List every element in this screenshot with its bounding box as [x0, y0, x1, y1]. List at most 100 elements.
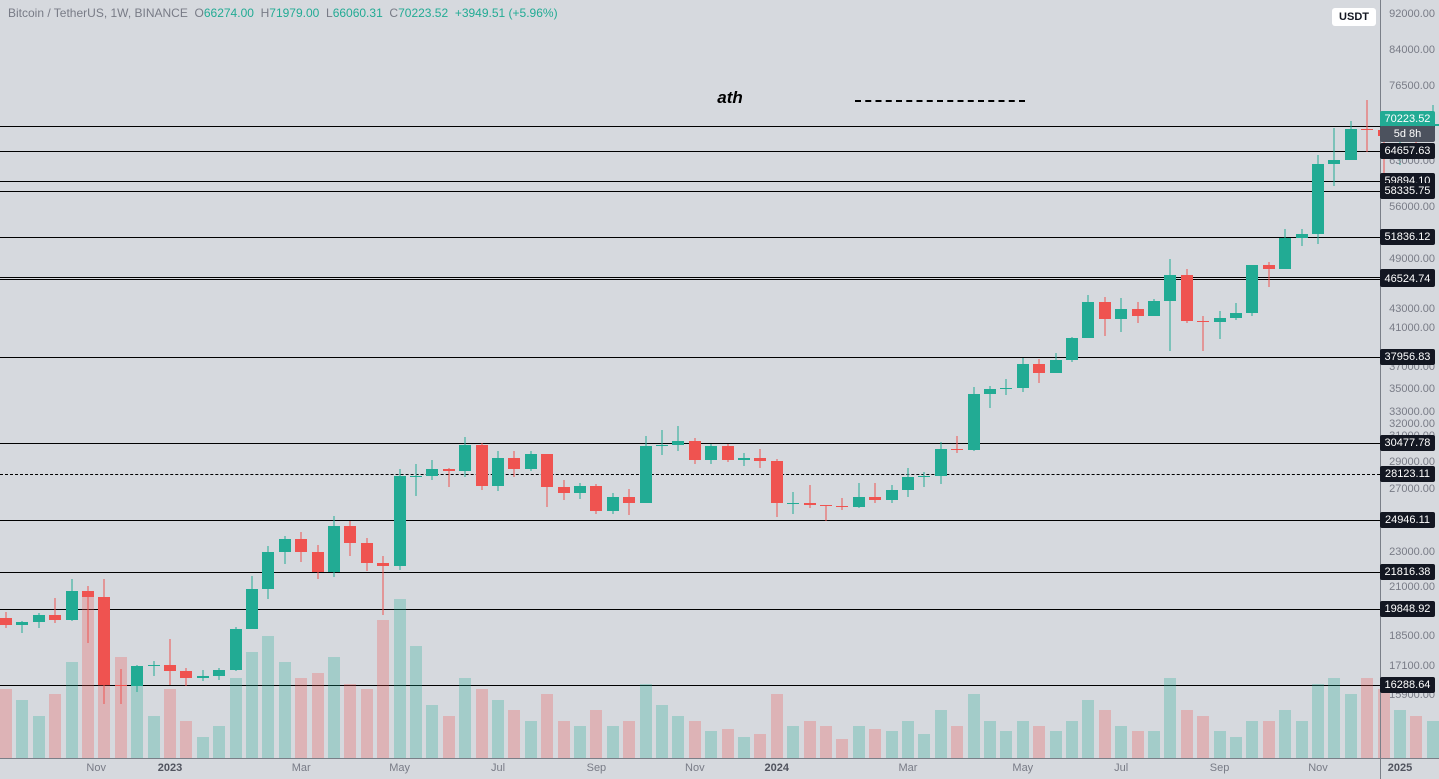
candle[interactable]: [886, 0, 898, 758]
candle[interactable]: [1082, 0, 1094, 758]
candle[interactable]: [1328, 0, 1340, 758]
candle[interactable]: [131, 0, 143, 758]
candle-body: [935, 449, 947, 476]
candle-body: [1312, 164, 1324, 235]
candle[interactable]: [492, 0, 504, 758]
candle[interactable]: [672, 0, 684, 758]
candle[interactable]: [344, 0, 356, 758]
candle[interactable]: [1296, 0, 1308, 758]
candle[interactable]: [558, 0, 570, 758]
candle[interactable]: [590, 0, 602, 758]
candle[interactable]: [1246, 0, 1258, 758]
candle[interactable]: [1279, 0, 1291, 758]
candle[interactable]: [836, 0, 848, 758]
candle[interactable]: [33, 0, 45, 758]
candle[interactable]: [230, 0, 242, 758]
candle[interactable]: [804, 0, 816, 758]
candle[interactable]: [66, 0, 78, 758]
candle[interactable]: [1197, 0, 1209, 758]
candle[interactable]: [1115, 0, 1127, 758]
horizontal-line-label: 64657.63: [1380, 143, 1435, 159]
candle[interactable]: [853, 0, 865, 758]
candle[interactable]: [623, 0, 635, 758]
candle[interactable]: [213, 0, 225, 758]
candle[interactable]: [115, 0, 127, 758]
candle[interactable]: [525, 0, 537, 758]
candle[interactable]: [754, 0, 766, 758]
candle[interactable]: [1066, 0, 1078, 758]
candle[interactable]: [787, 0, 799, 758]
candle[interactable]: [1345, 0, 1357, 758]
candle[interactable]: [443, 0, 455, 758]
candle[interactable]: [410, 0, 422, 758]
candle[interactable]: [705, 0, 717, 758]
candle[interactable]: [16, 0, 28, 758]
candle[interactable]: [377, 0, 389, 758]
price-tick: 76500.00: [1389, 80, 1435, 92]
candle[interactable]: [640, 0, 652, 758]
candle[interactable]: [1181, 0, 1193, 758]
candle[interactable]: [968, 0, 980, 758]
currency-badge[interactable]: USDT: [1332, 8, 1376, 26]
candle[interactable]: [722, 0, 734, 758]
candle[interactable]: [935, 0, 947, 758]
candle[interactable]: [541, 0, 553, 758]
candle[interactable]: [607, 0, 619, 758]
candle[interactable]: [984, 0, 996, 758]
candle[interactable]: [164, 0, 176, 758]
candle-body: [1000, 388, 1012, 389]
candle[interactable]: [869, 0, 881, 758]
candle[interactable]: [1148, 0, 1160, 758]
candle-body: [16, 622, 28, 625]
candle[interactable]: [508, 0, 520, 758]
candle[interactable]: [820, 0, 832, 758]
candle-wick: [826, 505, 827, 521]
chart-area[interactable]: ath: [0, 0, 1380, 758]
candle[interactable]: [1164, 0, 1176, 758]
candle[interactable]: [918, 0, 930, 758]
candle[interactable]: [180, 0, 192, 758]
time-tick: Nov: [685, 762, 705, 774]
candle[interactable]: [738, 0, 750, 758]
symbol-label[interactable]: Bitcoin / TetherUS, 1W, BINANCE: [8, 6, 188, 20]
candle[interactable]: [279, 0, 291, 758]
candle[interactable]: [262, 0, 274, 758]
candle[interactable]: [426, 0, 438, 758]
candle[interactable]: [82, 0, 94, 758]
candle[interactable]: [0, 0, 12, 758]
horizontal-line-label: 21816.38: [1380, 564, 1435, 580]
candle[interactable]: [771, 0, 783, 758]
candle[interactable]: [49, 0, 61, 758]
candle-wick: [678, 426, 679, 451]
candle[interactable]: [246, 0, 258, 758]
candle[interactable]: [361, 0, 373, 758]
candle[interactable]: [476, 0, 488, 758]
candle[interactable]: [1361, 0, 1373, 758]
time-axis[interactable]: Nov2023MarMayJulSepNov2024MarMayJulSepNo…: [0, 758, 1380, 779]
candle[interactable]: [1017, 0, 1029, 758]
candle[interactable]: [1000, 0, 1012, 758]
candle[interactable]: [1214, 0, 1226, 758]
candle[interactable]: [1050, 0, 1062, 758]
candle[interactable]: [1099, 0, 1111, 758]
candle[interactable]: [197, 0, 209, 758]
candle[interactable]: [689, 0, 701, 758]
candle[interactable]: [902, 0, 914, 758]
candle[interactable]: [1312, 0, 1324, 758]
candle[interactable]: [394, 0, 406, 758]
candle[interactable]: [951, 0, 963, 758]
candle[interactable]: [459, 0, 471, 758]
candle[interactable]: [1230, 0, 1242, 758]
candle[interactable]: [656, 0, 668, 758]
candle[interactable]: [574, 0, 586, 758]
candle[interactable]: [98, 0, 110, 758]
candle[interactable]: [312, 0, 324, 758]
candle[interactable]: [1033, 0, 1045, 758]
candle[interactable]: [1132, 0, 1144, 758]
candle[interactable]: [148, 0, 160, 758]
candle[interactable]: [328, 0, 340, 758]
candle[interactable]: [1263, 0, 1275, 758]
candle-body: [213, 670, 225, 676]
candle[interactable]: [295, 0, 307, 758]
candle-body: [508, 458, 520, 469]
